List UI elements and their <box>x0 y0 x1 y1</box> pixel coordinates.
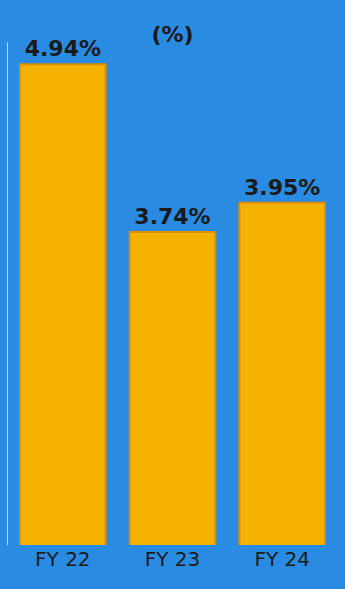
svg-text:FY 22: FY 22 <box>35 547 91 571</box>
svg-text:4.94%: 4.94% <box>25 36 101 61</box>
svg-text:FY 23: FY 23 <box>145 547 201 571</box>
svg-text:FY 24: FY 24 <box>254 547 310 571</box>
svg-text:3.95%: 3.95% <box>244 175 320 200</box>
svg-text:(%): (%) <box>151 22 193 47</box>
svg-text:3.74%: 3.74% <box>134 204 210 229</box>
